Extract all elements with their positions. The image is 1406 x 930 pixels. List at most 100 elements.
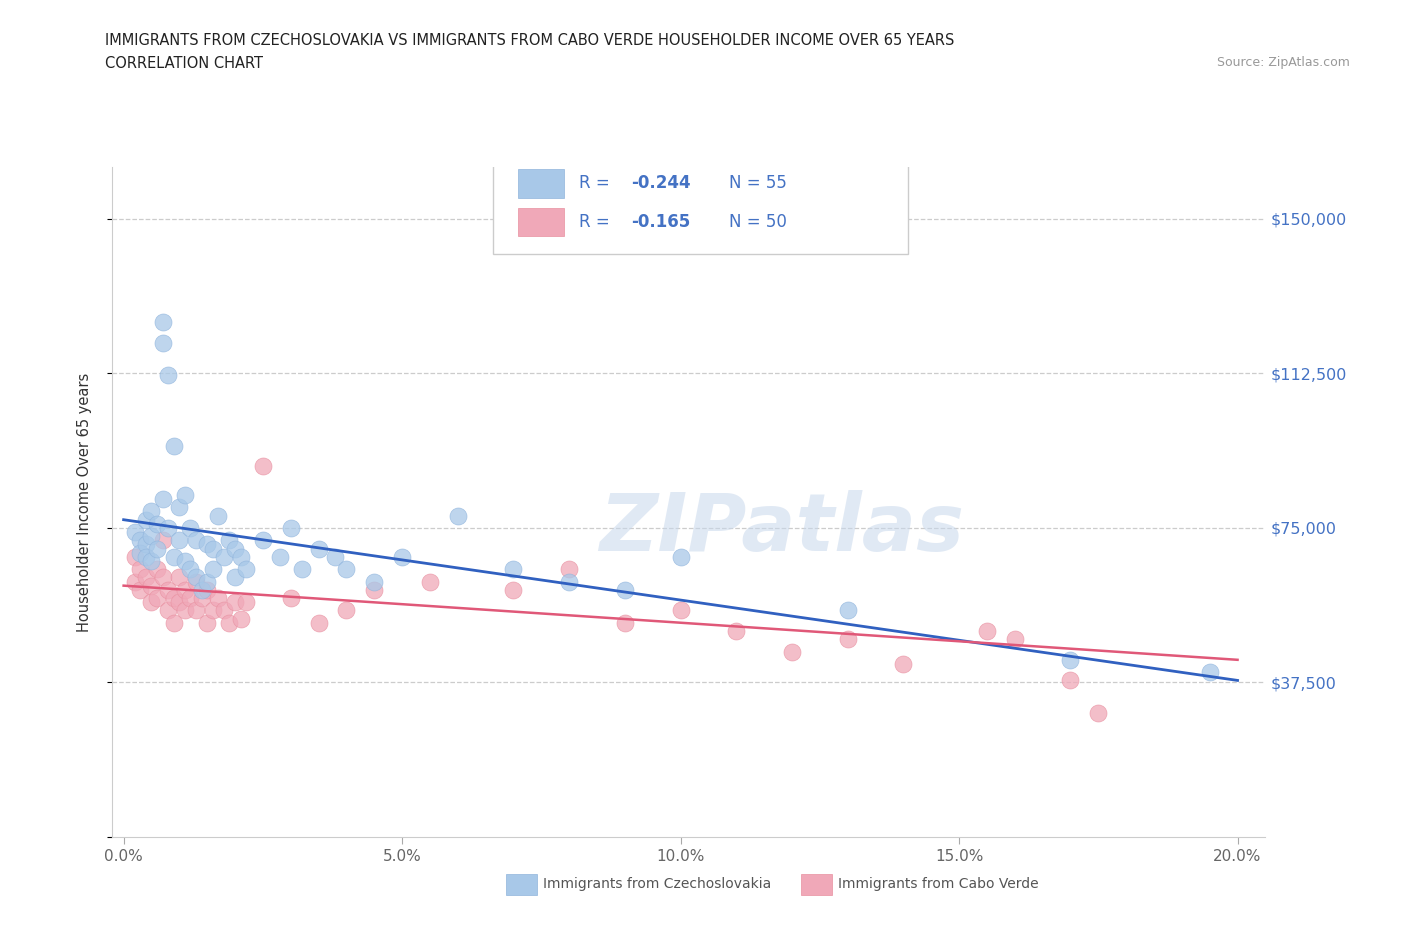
Point <box>163 616 186 631</box>
Point <box>179 562 201 577</box>
Point <box>323 550 346 565</box>
Point <box>363 574 385 589</box>
Point <box>1087 706 1109 721</box>
Point <box>124 574 146 589</box>
Point <box>190 582 212 597</box>
Point <box>212 550 235 565</box>
Point <box>447 508 470 523</box>
Point <box>502 582 524 597</box>
Point <box>195 574 218 589</box>
Point <box>207 591 229 605</box>
Point <box>502 562 524 577</box>
Point <box>224 594 246 609</box>
Text: Source: ZipAtlas.com: Source: ZipAtlas.com <box>1216 56 1350 69</box>
Point <box>291 562 314 577</box>
Point <box>558 562 581 577</box>
Point <box>613 582 636 597</box>
Point <box>195 537 218 551</box>
Point <box>1198 665 1220 680</box>
Point <box>419 574 441 589</box>
Point <box>141 578 163 593</box>
Point <box>173 487 195 502</box>
Point <box>280 591 302 605</box>
Point <box>976 623 998 638</box>
Point <box>201 603 224 618</box>
Point <box>152 492 174 507</box>
Point <box>212 603 235 618</box>
Point <box>152 570 174 585</box>
Point <box>157 582 180 597</box>
Text: R =: R = <box>579 175 616 193</box>
Point <box>146 562 169 577</box>
Point <box>141 529 163 544</box>
Point <box>229 611 252 626</box>
Point <box>141 504 163 519</box>
Point <box>669 550 692 565</box>
Point <box>169 594 191 609</box>
Point <box>235 562 257 577</box>
Point <box>1059 652 1081 667</box>
Point <box>837 631 859 646</box>
Point <box>252 458 274 473</box>
Point <box>152 335 174 350</box>
Text: -0.165: -0.165 <box>631 213 690 231</box>
Point <box>184 574 207 589</box>
Point <box>163 438 186 453</box>
Point <box>893 657 915 671</box>
Point <box>335 562 357 577</box>
Point <box>157 521 180 536</box>
Point <box>163 591 186 605</box>
Point <box>184 603 207 618</box>
Point <box>135 512 157 527</box>
Point <box>837 603 859 618</box>
Text: R =: R = <box>579 213 616 231</box>
Point <box>135 550 157 565</box>
Point <box>173 582 195 597</box>
Point <box>173 553 195 568</box>
Point <box>146 516 169 531</box>
Point <box>129 562 152 577</box>
Point <box>129 582 152 597</box>
Point <box>201 562 224 577</box>
Text: IMMIGRANTS FROM CZECHOSLOVAKIA VS IMMIGRANTS FROM CABO VERDE HOUSEHOLDER INCOME : IMMIGRANTS FROM CZECHOSLOVAKIA VS IMMIGR… <box>105 33 955 47</box>
Point <box>252 533 274 548</box>
FancyBboxPatch shape <box>519 169 564 197</box>
Point <box>780 644 803 659</box>
Point <box>157 603 180 618</box>
Point <box>613 616 636 631</box>
Point <box>1059 673 1081 688</box>
Point <box>163 550 186 565</box>
Text: Immigrants from Czechoslovakia: Immigrants from Czechoslovakia <box>543 877 770 892</box>
Point <box>269 550 291 565</box>
Text: Immigrants from Cabo Verde: Immigrants from Cabo Verde <box>838 877 1039 892</box>
Point <box>195 616 218 631</box>
Point <box>169 570 191 585</box>
Point <box>129 545 152 560</box>
Text: -0.244: -0.244 <box>631 175 690 193</box>
Text: N = 55: N = 55 <box>730 175 787 193</box>
Point <box>129 533 152 548</box>
Point <box>201 541 224 556</box>
Point <box>1004 631 1026 646</box>
FancyBboxPatch shape <box>494 154 908 255</box>
Point <box>391 550 413 565</box>
FancyBboxPatch shape <box>519 207 564 235</box>
Point <box>152 314 174 329</box>
Point <box>135 570 157 585</box>
Point <box>124 525 146 539</box>
Point <box>218 533 240 548</box>
Point <box>184 570 207 585</box>
Point <box>363 582 385 597</box>
Point <box>141 594 163 609</box>
Y-axis label: Householder Income Over 65 years: Householder Income Over 65 years <box>77 373 91 631</box>
Point <box>169 500 191 515</box>
Point <box>195 582 218 597</box>
Point <box>157 368 180 383</box>
Point <box>669 603 692 618</box>
Point <box>135 537 157 551</box>
Point <box>179 591 201 605</box>
Point <box>308 616 330 631</box>
Point <box>184 533 207 548</box>
Point <box>169 533 191 548</box>
Point <box>146 541 169 556</box>
